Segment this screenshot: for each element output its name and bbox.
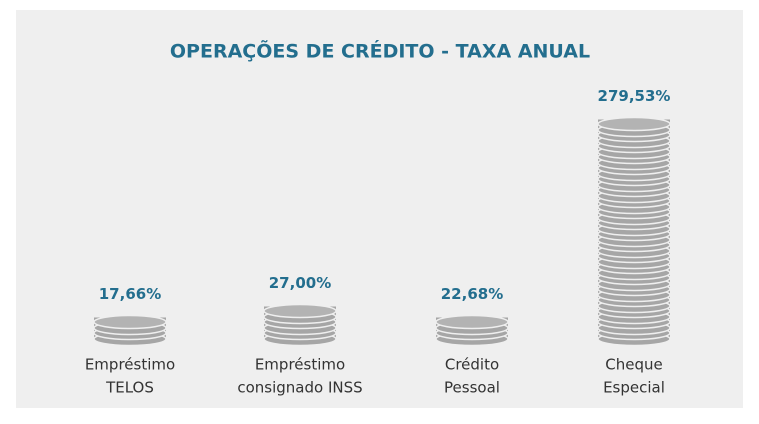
category-label: Empréstimo [85, 356, 175, 374]
value-label: 17,66% [99, 285, 161, 303]
category-label: consignado INSS [237, 379, 362, 397]
coin-stack [435, 314, 509, 347]
chart-title: OPERAÇÕES DE CRÉDITO - TAXA ANUAL [170, 39, 590, 63]
coin-top [597, 116, 671, 132]
coin-top [263, 303, 337, 319]
coin-top [93, 314, 167, 330]
category-label: Crédito [445, 356, 499, 374]
category-label: Cheque [605, 356, 662, 374]
coin-stack [597, 116, 671, 347]
category-label: Pessoal [444, 379, 500, 397]
category-label: Empréstimo [255, 356, 345, 374]
value-label: 279,53% [598, 87, 671, 105]
category-label: Especial [603, 379, 665, 397]
coin-stack [263, 303, 337, 347]
coin-stack [93, 314, 167, 347]
category-label: TELOS [105, 379, 154, 397]
coin-top [435, 314, 509, 330]
value-label: 22,68% [441, 285, 503, 303]
value-label: 27,00% [269, 274, 331, 292]
